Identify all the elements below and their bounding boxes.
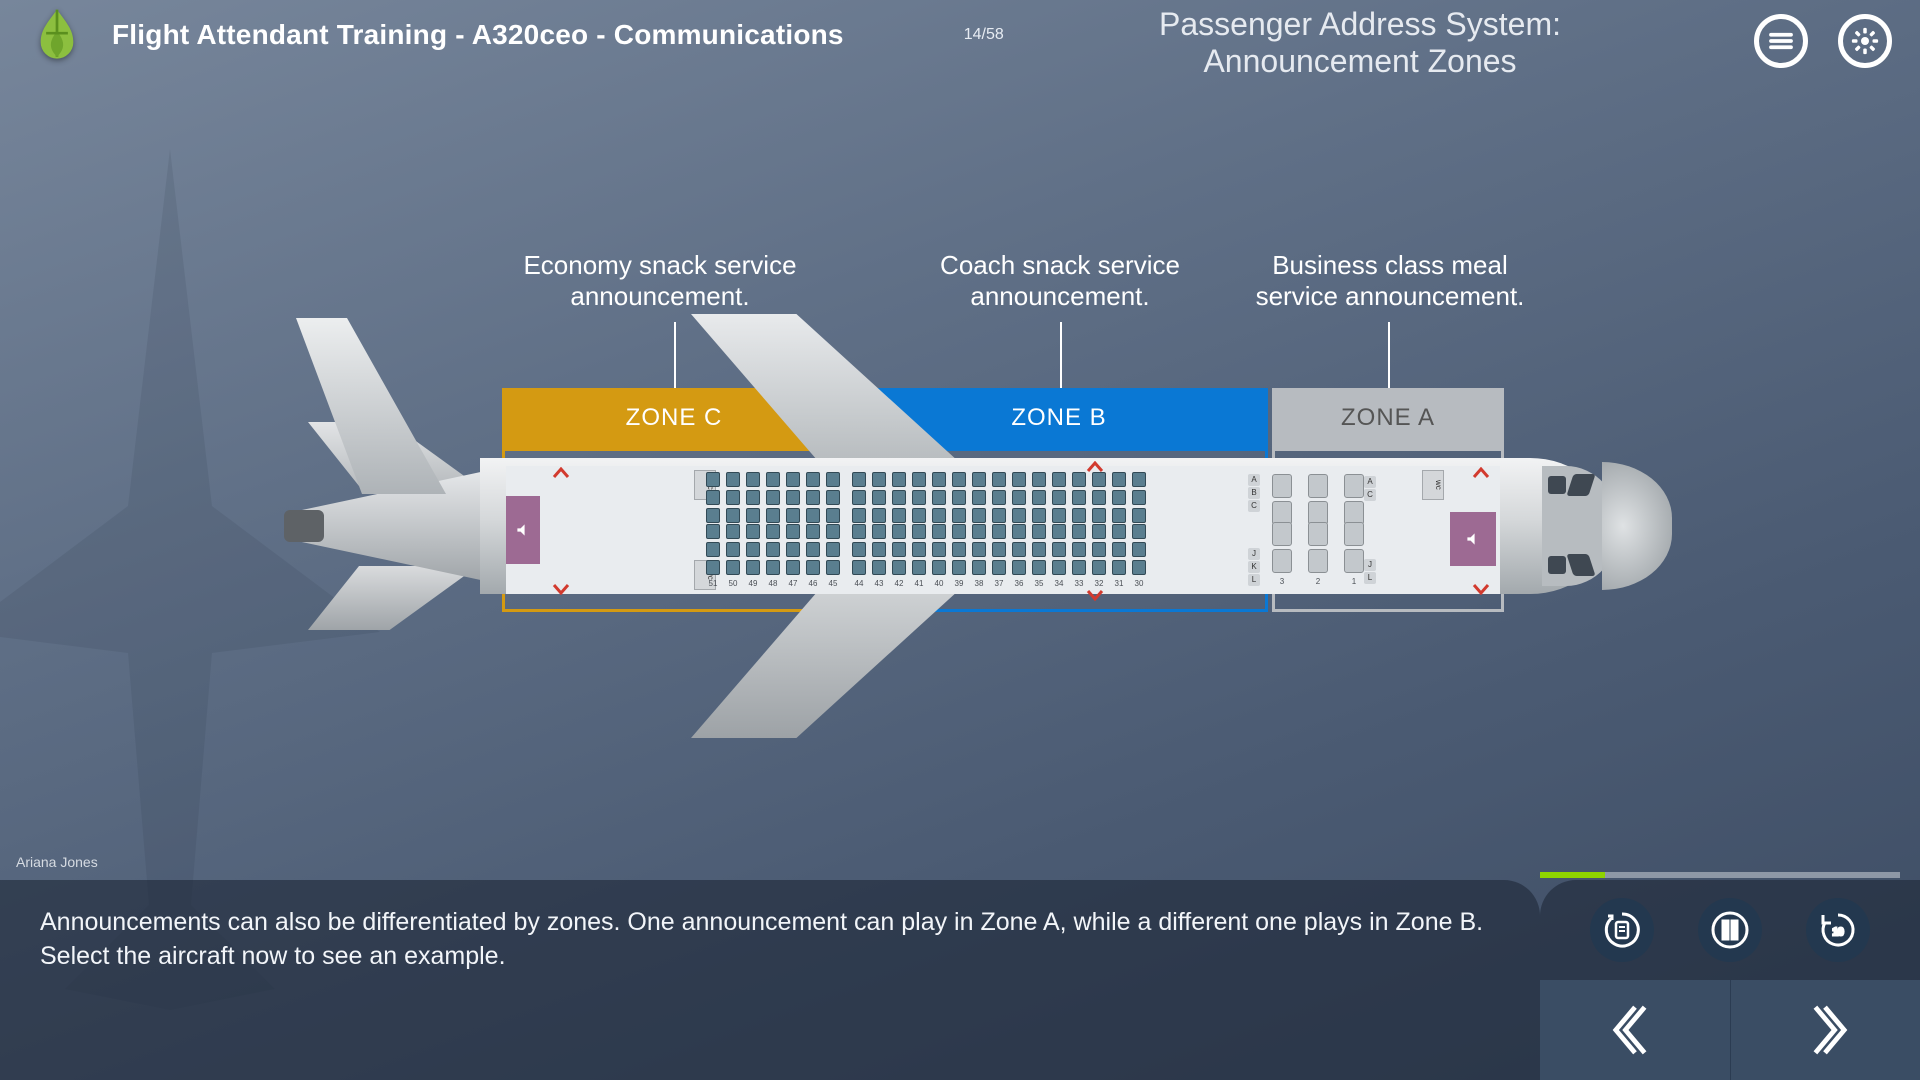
pause-button[interactable] [1698,898,1762,962]
pause-icon [1710,910,1750,950]
annotation-zone-a: Business class meal service announcement… [1210,250,1570,312]
pa-speaker-icon [1465,531,1481,547]
control-panel: 10 [1540,880,1920,1080]
caption-panel: Announcements can also be differentiated… [0,880,1540,1080]
forward-galley [1450,512,1496,566]
nose-cone [1602,462,1672,590]
overwing-exit-icon [1086,460,1104,472]
annotation-zone-c: Economy snack service announcement. [470,250,850,312]
brand-logo-icon [28,6,86,64]
chevron-right-icon [1800,1000,1850,1060]
apu-exhaust [284,510,324,542]
rewind-icon: 10 [1818,910,1858,950]
rewind-10-button[interactable]: 10 [1806,898,1870,962]
header-bar: Flight Attendant Training - A320ceo - Co… [0,0,1920,70]
seat-block-business-top [1272,474,1364,525]
prev-button[interactable] [1540,980,1731,1080]
pa-speaker-icon [515,522,531,538]
progress-bar[interactable] [1540,872,1900,878]
cabin-zone-c: wc wc 51504948474645 [506,466,846,594]
progress-fill [1540,872,1605,878]
cockpit-window [1548,476,1566,494]
transcript-button[interactable] [1590,898,1654,962]
seat-block-business-bottom: 321 [1272,522,1364,586]
cockpit-window [1548,556,1566,574]
gear-icon [1850,26,1880,56]
seat-block-zone-b-bottom: 444342414039383736353433323130 [852,524,1146,588]
diagram-stage: Economy snack service announcement. Coac… [0,90,1920,870]
menu-icon [1766,26,1796,56]
next-button[interactable] [1731,980,1920,1080]
overwing-exit-icon [1086,588,1104,600]
settings-button[interactable] [1838,14,1892,68]
cabin-seatmap[interactable]: wc wc 51504948474645 4443424140393837363… [506,466,1500,594]
exit-arrow-icon [552,582,570,594]
seat-block-zone-c-bottom: 51504948474645 [706,524,840,588]
horizontal-stabilizer [308,566,478,630]
chevron-left-icon [1610,1000,1660,1060]
annotation-zone-b: Coach snack service announcement. [860,250,1260,312]
page-counter: 14/58 [964,26,1004,44]
transcript-icon [1602,910,1642,950]
lavatory-icon: wc [1422,470,1444,500]
aft-galley [506,496,540,564]
vertical-stabilizer [296,318,446,494]
biz-column-letters-top: AC [1364,476,1376,501]
cabin-zone-a: 321 AC JL wc [1264,466,1500,594]
exit-arrow-icon [552,466,570,478]
seat-block-zone-b-top [852,472,1146,523]
lesson-title: Passenger Address System: Announcement Z… [1080,6,1640,80]
wing [660,580,970,738]
biz-column-letters-bottom: JL [1364,559,1376,584]
exit-arrow-icon [1472,582,1490,594]
exit-arrow-icon [1472,466,1490,478]
user-name-label: Ariana Jones [16,854,98,870]
wing [660,314,970,472]
caption-text: Announcements can also be differentiated… [40,906,1500,974]
svg-text:10: 10 [1833,926,1845,938]
seat-column-letters-bottom: JKL [1248,548,1260,586]
menu-button[interactable] [1754,14,1808,68]
seat-block-zone-c-top [706,472,840,523]
course-title: Flight Attendant Training - A320ceo - Co… [112,19,844,51]
seat-column-letters-top: ABC [1248,474,1260,512]
cabin-zone-b: 444342414039383736353433323130 ABC JKL [846,466,1264,594]
